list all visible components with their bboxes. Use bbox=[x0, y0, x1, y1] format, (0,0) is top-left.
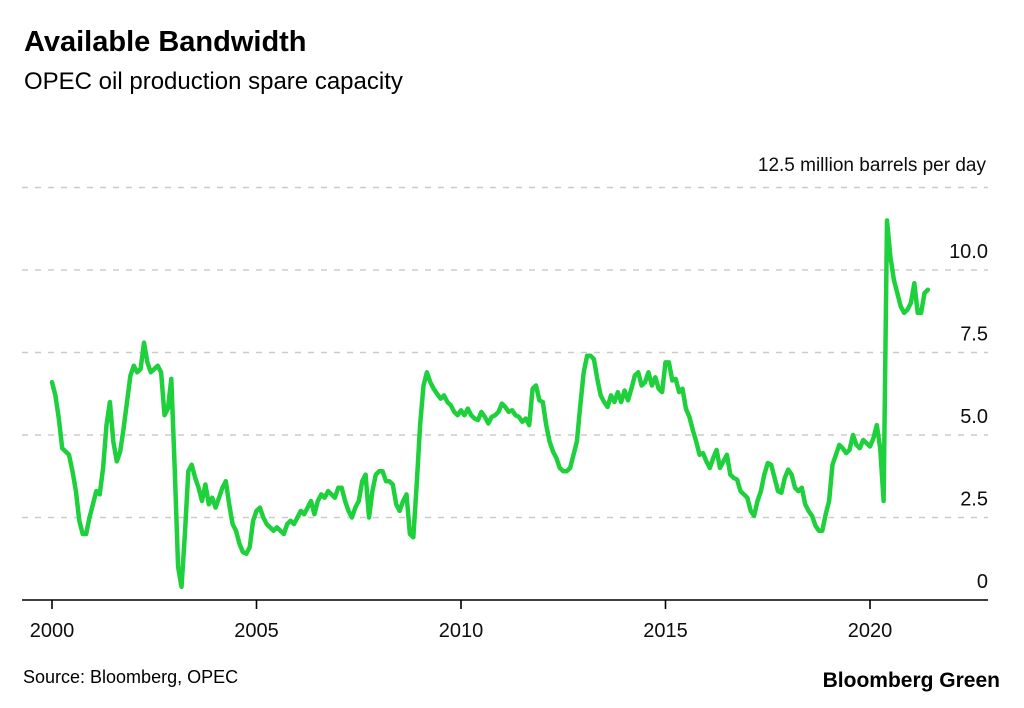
y-tick-label: 7.5 bbox=[960, 324, 988, 346]
y-tick-label: 2.5 bbox=[960, 489, 988, 511]
chart-title: Available Bandwidth bbox=[24, 26, 307, 58]
x-tick-label: 2010 bbox=[439, 620, 484, 642]
y-tick-label: 5.0 bbox=[960, 406, 988, 428]
x-tick-label: 2015 bbox=[643, 620, 688, 642]
chart-subtitle: OPEC oil production spare capacity bbox=[24, 68, 403, 95]
y-axis-unit-label: 12.5 million barrels per day bbox=[758, 155, 987, 176]
y-tick-label: 0 bbox=[977, 571, 988, 593]
x-tick-label: 2020 bbox=[848, 620, 893, 642]
bloomberg-green-logo: Bloomberg Green bbox=[822, 669, 1000, 692]
source-note: Source: Bloomberg, OPEC bbox=[23, 667, 239, 687]
x-tick-label: 2005 bbox=[234, 620, 279, 642]
x-tick-label: 2000 bbox=[30, 620, 75, 642]
y-tick-label: 10.0 bbox=[949, 241, 988, 263]
series-line-0 bbox=[49, 218, 931, 590]
